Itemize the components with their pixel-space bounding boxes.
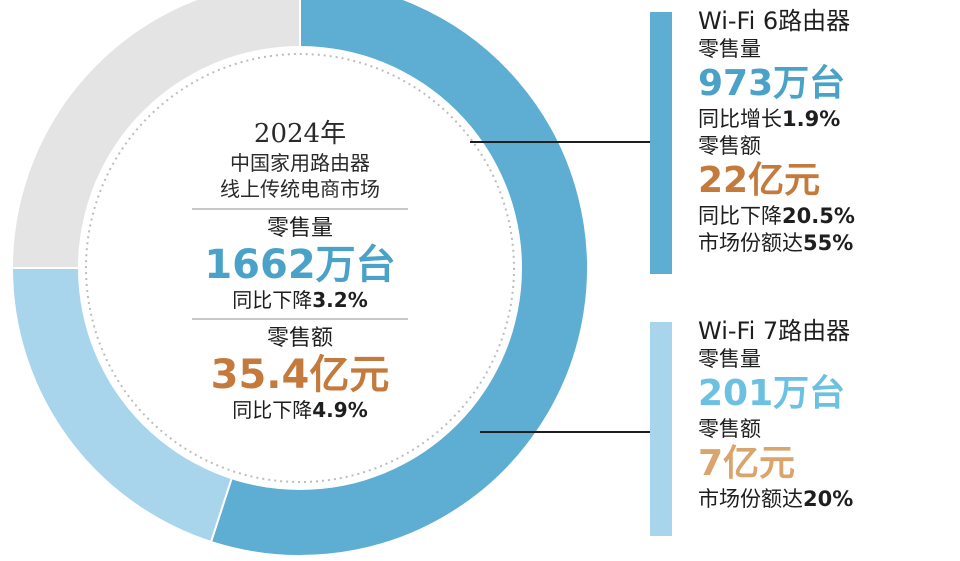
center-line2: 线上传统电商市场 [220, 177, 380, 201]
center-amount-change: 同比下降4.9% [180, 398, 420, 422]
wifi6-amount-change-value: 20.5% [782, 204, 855, 228]
wifi6-share-value: 55% [803, 231, 854, 255]
center-volume-change-value: 3.2% [312, 288, 368, 312]
wifi7-volume-label: 零售量 [698, 347, 761, 371]
wifi7-volume-value: 201万台 [698, 373, 846, 414]
wifi6-share: 市场份额达55% [698, 230, 960, 257]
center-amount-label: 零售额 [266, 326, 333, 351]
wifi6-volume-value: 973万台 [698, 63, 846, 104]
center-line1: 中国家用路由器 [230, 151, 370, 175]
center-volume-value: 1662万台 [204, 242, 396, 288]
donut-hole [78, 46, 522, 490]
wifi6-text: Wi-Fi 6路由器 零售量 973万台 同比增长1.9% 零售额 22亿元 同… [698, 6, 960, 257]
center-volume-label: 零售量 [266, 216, 333, 241]
wifi7-title: Wi-Fi 7路由器 [698, 317, 851, 345]
wifi6-share-prefix: 市场份额达 [698, 231, 803, 255]
wifi7-share-prefix: 市场份额达 [698, 487, 803, 511]
center-volume-change: 同比下降3.2% [180, 288, 420, 312]
wifi7-amount-value: 7亿元 [698, 443, 796, 484]
center-summary: 2024年 中国家用路由器 线上传统电商市场 零售量 1662万台 同比下降3.… [180, 118, 420, 422]
dotted-ring [85, 53, 515, 483]
center-amount-value: 35.4亿元 [210, 352, 390, 398]
center-divider-1 [192, 208, 408, 210]
wifi6-volume-label: 零售量 [698, 37, 761, 61]
wifi7-amount-label: 零售额 [698, 417, 761, 441]
wifi7-share: 市场份额达20% [698, 486, 960, 513]
wifi6-title: Wi-Fi 6路由器 [698, 7, 851, 35]
wifi6-color-bar [650, 12, 672, 274]
wifi6-amount-value: 22亿元 [698, 160, 821, 201]
wifi6-volume-change-prefix: 同比增长 [698, 107, 782, 131]
center-year: 2024年 [253, 119, 347, 149]
wifi7-share-value: 20% [803, 487, 854, 511]
wifi6-amount-change: 同比下降20.5% [698, 203, 960, 230]
wifi7-color-bar [650, 322, 672, 536]
wifi6-amount-label: 零售额 [698, 134, 761, 158]
wifi6-volume-change: 同比增长1.9% [698, 106, 960, 133]
wifi7-text: Wi-Fi 7路由器 零售量 201万台 零售额 7亿元 市场份额达20% [698, 316, 960, 513]
center-amount-change-value: 4.9% [312, 398, 368, 422]
center-volume-change-prefix: 同比下降 [232, 288, 313, 312]
center-divider-2 [192, 318, 408, 320]
center-amount-change-prefix: 同比下降 [232, 398, 313, 422]
wifi6-volume-change-value: 1.9% [782, 107, 841, 131]
wifi6-amount-change-prefix: 同比下降 [698, 204, 782, 228]
